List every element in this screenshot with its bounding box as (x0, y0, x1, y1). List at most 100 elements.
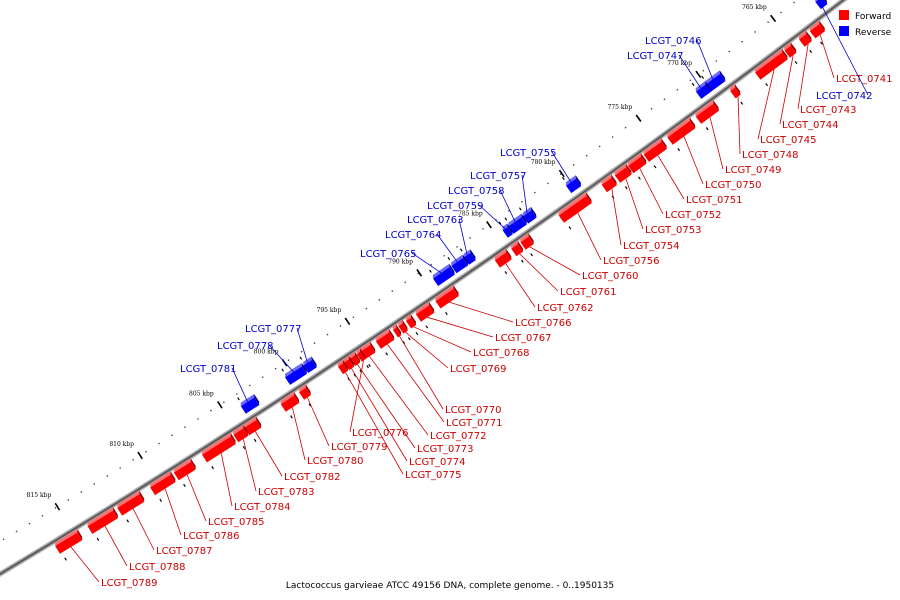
gene-label-lcgt_0787[interactable]: LCGT_0787 (156, 546, 213, 557)
gene-lcgt_0788[interactable] (87, 507, 118, 541)
gene-lcgt_0754[interactable] (601, 174, 617, 199)
gene-lcgt_0781[interactable] (237, 394, 260, 414)
gene-label-lcgt_0774[interactable]: LCGT_0774 (409, 457, 466, 468)
gene-label-lcgt_0757[interactable]: LCGT_0757 (470, 171, 527, 182)
gene-label-lcgt_0789[interactable]: LCGT_0789 (101, 578, 158, 589)
gene-label-lcgt_0785[interactable]: LCGT_0785 (208, 517, 265, 528)
gene-lcgt_0766[interactable] (435, 285, 459, 316)
gene-leader-line (70, 546, 100, 583)
gene-label-lcgt_0745[interactable]: LCGT_0745 (760, 135, 817, 146)
gene-label-lcgt_0777[interactable]: LCGT_0777 (245, 324, 302, 335)
gene-lcgt_0767[interactable] (415, 301, 435, 329)
gene-lcgt_0752[interactable] (627, 153, 647, 180)
gene-lcgt_0778[interactable] (281, 363, 307, 385)
gene-lcgt_0744[interactable] (784, 42, 798, 65)
gene-box-top (451, 254, 463, 266)
gene-lcgt_0743[interactable] (798, 30, 813, 53)
gene-label-lcgt_0772[interactable]: LCGT_0772 (430, 431, 487, 442)
gene-label-lcgt_0748[interactable]: LCGT_0748 (742, 150, 799, 161)
gene-lcgt_0784[interactable] (202, 433, 236, 470)
gene-label-lcgt_0751[interactable]: LCGT_0751 (686, 195, 743, 206)
gene-label-lcgt_0782[interactable]: LCGT_0782 (284, 472, 341, 483)
gene-lcgt_0787[interactable] (117, 490, 145, 523)
gene-label-lcgt_0788[interactable]: LCGT_0788 (129, 562, 186, 573)
gene-label-lcgt_0770[interactable]: LCGT_0770 (445, 405, 502, 416)
gene-label-lcgt_0779[interactable]: LCGT_0779 (331, 442, 388, 453)
gene-lcgt_0762[interactable] (494, 248, 512, 275)
gene-marker (368, 363, 371, 368)
gene-label-lcgt_0767[interactable]: LCGT_0767 (495, 333, 552, 344)
gene-label-lcgt_0753[interactable]: LCGT_0753 (645, 225, 702, 236)
gene-label-lcgt_0773[interactable]: LCGT_0773 (417, 444, 474, 455)
gene-leader-line (104, 525, 128, 567)
gene-label-lcgt_0775[interactable]: LCGT_0775 (405, 470, 462, 481)
gene-lcgt_0776[interactable] (356, 348, 369, 369)
gene-label-lcgt_0760[interactable]: LCGT_0760 (582, 271, 639, 282)
gene-label-lcgt_0742[interactable]: LCGT_0742 (816, 91, 873, 102)
gene-label-lcgt_0744[interactable]: LCGT_0744 (782, 120, 839, 131)
gene-lcgt_0785[interactable] (173, 458, 196, 488)
gene-lcgt_0750[interactable] (667, 117, 696, 152)
gene-label-lcgt_0746[interactable]: LCGT_0746 (645, 36, 702, 47)
gene-label-lcgt_0758[interactable]: LCGT_0758 (448, 186, 505, 197)
gene-lcgt_0780[interactable] (280, 391, 300, 419)
gene-lcgt_0783[interactable] (233, 424, 249, 450)
gene-label-lcgt_0755[interactable]: LCGT_0755 (500, 148, 557, 159)
gene-lcgt_0777[interactable] (299, 356, 317, 374)
gene-lcgt_0753[interactable] (614, 163, 632, 190)
gene-label-lcgt_0786[interactable]: LCGT_0786 (183, 531, 240, 542)
gene-label-lcgt_0750[interactable]: LCGT_0750 (705, 180, 762, 191)
gene-lcgt_0758[interactable] (504, 213, 527, 234)
gene-label-lcgt_0754[interactable]: LCGT_0754 (623, 241, 680, 252)
gene-lcgt_0748[interactable] (729, 84, 744, 105)
gene-lcgt_0789[interactable] (55, 529, 83, 561)
gene-lcgt_0774[interactable] (343, 355, 357, 377)
gene-lcgt_0747[interactable] (691, 81, 711, 99)
gene-label-lcgt_0780[interactable]: LCGT_0780 (307, 456, 364, 467)
gene-label-lcgt_0783[interactable]: LCGT_0783 (258, 487, 315, 498)
gene-label-lcgt_0776[interactable]: LCGT_0776 (352, 428, 409, 439)
gene-lcgt_0749[interactable] (695, 100, 719, 131)
gene-label-lcgt_0752[interactable]: LCGT_0752 (665, 210, 722, 221)
gene-label-lcgt_0749[interactable]: LCGT_0749 (725, 165, 782, 176)
gene-label-lcgt_0778[interactable]: LCGT_0778 (217, 341, 274, 352)
gene-label-lcgt_0743[interactable]: LCGT_0743 (800, 105, 857, 116)
gene-label-lcgt_0747[interactable]: LCGT_0747 (627, 51, 684, 62)
gene-label-lcgt_0759[interactable]: LCGT_0759 (427, 201, 484, 212)
gene-label-lcgt_0768[interactable]: LCGT_0768 (473, 348, 530, 359)
gene-label-lcgt_0763[interactable]: LCGT_0763 (407, 215, 464, 226)
gene-lcgt_0768[interactable] (405, 314, 419, 336)
gene-lcgt_0760[interactable] (520, 233, 534, 257)
gene-lcgt_0786[interactable] (150, 471, 176, 502)
gene-label-lcgt_0765[interactable]: LCGT_0765 (360, 249, 417, 260)
gene-label-lcgt_0741[interactable]: LCGT_0741 (836, 74, 893, 85)
gene-label-lcgt_0784[interactable]: LCGT_0784 (234, 502, 291, 513)
gene-lcgt_0756[interactable] (558, 192, 592, 230)
gene-lcgt_0761[interactable] (511, 240, 524, 263)
gene-label-lcgt_0762[interactable]: LCGT_0762 (537, 303, 594, 314)
gene-lcgt_0759[interactable] (498, 221, 513, 238)
gene-lcgt_0771[interactable] (375, 328, 395, 356)
gene-lcgt_0775[interactable] (337, 359, 351, 381)
gene-box-side (713, 100, 719, 111)
gene-label-lcgt_0771[interactable]: LCGT_0771 (446, 418, 503, 429)
gene-lcgt_0741[interactable] (809, 20, 825, 45)
gene-lcgt_0746[interactable] (701, 70, 726, 92)
gene-label-lcgt_0781[interactable]: LCGT_0781 (180, 364, 237, 375)
gene-lcgt_0745[interactable] (754, 48, 788, 87)
gene-lcgt_0773[interactable] (349, 351, 363, 373)
gene-lcgt_0751[interactable] (643, 138, 667, 169)
gene-lcgt_0782[interactable] (244, 416, 262, 442)
gene-label-lcgt_0764[interactable]: LCGT_0764 (385, 230, 442, 241)
scale-minor-tick (223, 401, 225, 404)
gene-lcgt_0764[interactable] (447, 254, 469, 274)
gene-label-lcgt_0766[interactable]: LCGT_0766 (515, 318, 572, 329)
gene-lcgt_0779[interactable] (299, 384, 312, 407)
gene-label-lcgt_0756[interactable]: LCGT_0756 (603, 256, 660, 267)
gene-lcgt_0765[interactable] (429, 263, 455, 286)
gene-label-lcgt_0769[interactable]: LCGT_0769 (450, 364, 507, 375)
gene-label-lcgt_0761[interactable]: LCGT_0761 (560, 287, 617, 298)
gene-lcgt_0769[interactable] (398, 319, 411, 341)
gene-lcgt_0755[interactable] (562, 175, 582, 194)
gene-lcgt_0770[interactable] (392, 324, 406, 345)
